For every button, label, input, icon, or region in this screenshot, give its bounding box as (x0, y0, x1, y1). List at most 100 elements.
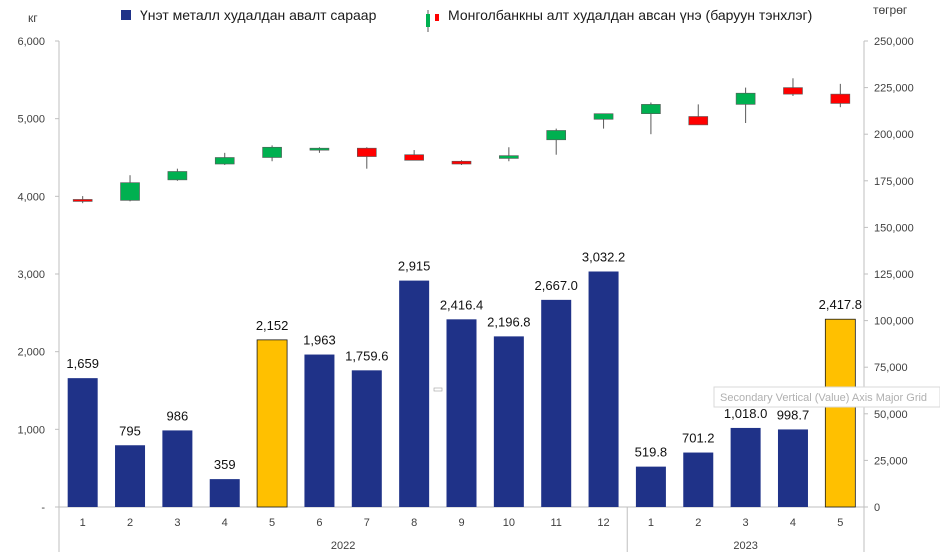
candle-body (499, 155, 519, 159)
bar (209, 479, 240, 507)
bar-value-label: 986 (167, 408, 189, 423)
bar-highlight (256, 339, 288, 508)
candle-body (214, 157, 235, 165)
bar (304, 354, 335, 507)
candle-down (451, 160, 472, 165)
x-tick-label: 5 (269, 517, 275, 529)
candle-body (404, 154, 424, 161)
candle-down (688, 104, 709, 126)
left-tick-label: - (41, 502, 45, 514)
x-tick-label: 3 (743, 517, 749, 529)
bar (541, 299, 572, 507)
bar-value-label: 3,032.2 (582, 249, 625, 264)
year-label: 2022 (331, 540, 355, 552)
axis-hover-tooltip: Secondary Vertical (Value) Axis Major Gr… (713, 386, 940, 408)
x-tick-label: 6 (316, 517, 322, 529)
x-tick-label: 2 (127, 517, 133, 529)
x-tick-label: 3 (174, 517, 180, 529)
resize-handle-icon[interactable] (433, 387, 443, 392)
candle-body (72, 199, 93, 202)
bar-series (67, 271, 856, 508)
bar-value-label: 1,759.6 (345, 348, 388, 363)
candle-up (167, 168, 188, 181)
candle-up (546, 128, 567, 155)
candle-up (641, 102, 661, 135)
candle-up (499, 147, 519, 162)
x-tick-label: 5 (837, 517, 843, 529)
candle-body (783, 87, 803, 95)
x-tick-label: 2 (695, 517, 701, 529)
candle-down (404, 150, 424, 161)
x-tick-label: 4 (222, 517, 228, 529)
bar-value-label: 2,417.8 (819, 297, 862, 312)
year-label: 2023 (733, 540, 757, 552)
x-tick-label: 11 (550, 517, 561, 529)
chart-axes: - 1,000 2,000 3,000 4,000 5,000 6,000 0 25,000 50… (17, 36, 913, 514)
bar-value-label: 2,667.0 (535, 278, 578, 293)
tooltip-text: Secondary Vertical (Value) Axis Major Gr… (720, 392, 927, 404)
candle-body (451, 160, 472, 165)
candle-body (356, 147, 377, 157)
bar (446, 319, 477, 507)
candlestick-series (72, 78, 851, 204)
right-tick-label: 100,000 (874, 316, 914, 328)
left-tick-label: 2,000 (17, 347, 45, 359)
bar (162, 430, 193, 507)
right-axis-unit: төгрөг (873, 3, 908, 17)
bar-highlight (824, 318, 856, 508)
bar-value-label: 2,416.4 (440, 297, 483, 312)
bar (777, 429, 808, 507)
bar (351, 370, 382, 507)
candle-up (309, 147, 330, 153)
candle-up (120, 175, 140, 202)
x-tick-label: 10 (503, 517, 515, 529)
x-tick-label: 7 (364, 517, 370, 529)
candle-up (593, 113, 614, 129)
candle-body (309, 147, 330, 151)
legend-candle-label: Монголбанкны алт худалдан авсан үнэ (бар… (448, 7, 812, 23)
legend-bar-label: Үнэт металл худалдан авалт сараар (140, 7, 377, 23)
candle-body (735, 92, 756, 105)
bar-value-label: 1,963 (303, 333, 336, 348)
x-tick-label: 1 (648, 517, 654, 529)
candle-down (356, 147, 377, 169)
right-tick-label: 0 (874, 502, 880, 514)
bar (683, 452, 714, 507)
bar-value-label: 795 (119, 423, 141, 438)
left-axis-unit: кг (28, 11, 38, 25)
candle-up (214, 152, 235, 165)
candle-down (783, 78, 803, 96)
x-tick-label: 9 (458, 517, 464, 529)
left-tick-label: 3,000 (17, 269, 45, 281)
right-tick-label: 50,000 (874, 409, 908, 421)
x-tick-label: 4 (790, 517, 796, 529)
right-tick-label: 75,000 (874, 362, 908, 374)
right-tick-label: 125,000 (874, 269, 914, 281)
right-tick-label: 150,000 (874, 222, 914, 234)
bar-value-label: 1,018.0 (724, 406, 767, 421)
bar (635, 466, 666, 507)
bar (67, 378, 98, 507)
candle-down (830, 83, 851, 108)
left-tick-label: 5,000 (17, 114, 45, 126)
bar (588, 271, 619, 507)
candle-body (167, 171, 188, 181)
candle-body (688, 116, 709, 126)
candle-body (120, 182, 140, 201)
x-tick-label: 8 (411, 517, 417, 529)
bar-value-label: 701.2 (682, 431, 715, 446)
data-labels: 1,659 795 986 359 2,152 1,963 1,759.6 2,915 2,41… (66, 249, 862, 472)
left-tick-label: 4,000 (17, 191, 45, 203)
bar (399, 280, 430, 507)
candle-body (546, 130, 567, 141)
chart-legend: Үнэт металл худалдан авалт сараар Монгол… (121, 7, 812, 32)
bar (730, 427, 761, 507)
candle-up (735, 87, 756, 124)
right-tick-label: 175,000 (874, 176, 914, 188)
candle-up (262, 145, 282, 162)
right-tick-label: 200,000 (874, 129, 914, 141)
bar-value-label: 2,152 (256, 318, 289, 333)
candle-body (593, 113, 614, 120)
